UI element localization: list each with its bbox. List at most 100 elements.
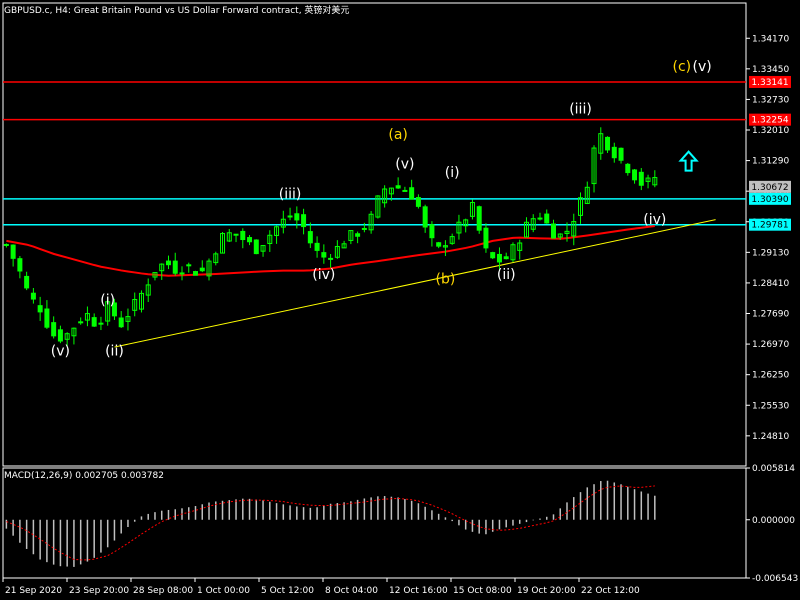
trendline [114, 219, 716, 348]
candle-body [193, 271, 199, 276]
wave-label: (i) [100, 293, 115, 309]
candle-body [24, 275, 30, 289]
candle-body [267, 234, 273, 245]
trendline-segment [114, 219, 716, 348]
level-price-tag: 1.30390 [751, 195, 788, 205]
price-tick-label: 1.32730 [752, 95, 789, 105]
candle-body [618, 147, 624, 161]
candle-body [652, 177, 658, 186]
candle-body [429, 224, 435, 239]
candle-body [233, 233, 239, 236]
candle-body [632, 169, 638, 181]
candle-body [361, 227, 367, 230]
candle-body [625, 163, 631, 174]
candle-body [159, 263, 165, 272]
price-tick-label: 1.25530 [752, 401, 789, 411]
wave-label: (c) [673, 59, 692, 75]
macd-signal-line [6, 485, 655, 561]
candle-body [321, 252, 327, 258]
wave-label: (v) [395, 157, 414, 173]
candle-body [456, 221, 462, 234]
candle-body [483, 227, 489, 249]
candle-body [98, 322, 104, 325]
candle-body [10, 244, 16, 259]
candle-body [111, 302, 117, 317]
moving-average [6, 225, 655, 277]
candle-body [571, 221, 577, 237]
wave-label: (ii) [105, 344, 124, 360]
macd-indicator: 0.005814 0.000000 -0.006543 [5, 464, 798, 584]
candle-body [260, 245, 266, 252]
candle-body [544, 213, 550, 224]
time-tick-label: 5 Oct 12:00 [261, 586, 314, 596]
time-tick-label: 1 Oct 00:00 [197, 586, 250, 596]
time-tick-label: 22 Oct 12:00 [581, 586, 640, 596]
candle-body [530, 218, 536, 230]
candle-body [30, 292, 36, 300]
candle-body [206, 260, 212, 277]
macd-title: MACD(12,26,9) 0.002705 0.003782 [4, 471, 164, 481]
time-tick-label: 12 Oct 16:00 [389, 586, 448, 596]
candle-body [71, 327, 77, 337]
candle-body [51, 322, 57, 337]
ma-line [6, 225, 655, 277]
time-tick-label: 19 Oct 20:00 [517, 586, 576, 596]
candle-body [537, 217, 543, 220]
candle-body [341, 243, 347, 249]
candle-body [287, 215, 293, 218]
level-price-tag-bg [749, 113, 791, 126]
candle-body [220, 233, 226, 254]
candle-body [348, 230, 354, 241]
horizontal-levels [3, 81, 746, 226]
candle-body [442, 245, 448, 248]
candle-body [17, 258, 23, 272]
macd-panel-frame [2, 467, 747, 579]
price-panel-frame [2, 2, 747, 467]
candle-body [523, 221, 529, 238]
candle-body [395, 185, 401, 189]
wave-label: (b) [436, 271, 456, 287]
candle-body [422, 206, 428, 228]
candle-body [490, 252, 496, 259]
macd-tick-label: -0.006543 [752, 574, 798, 584]
candle-body [334, 245, 340, 258]
candle-body [476, 206, 482, 231]
candle-body [247, 237, 253, 243]
candle-body [138, 292, 144, 310]
time-tick-label: 21 Sep 2020 [5, 586, 62, 596]
candle-body [368, 213, 374, 231]
candle-body [598, 133, 604, 154]
price-tick-label: 1.26250 [752, 371, 789, 381]
candle-body [132, 299, 138, 311]
candle-body [409, 187, 415, 200]
candle-body [517, 242, 523, 251]
candle-body [253, 239, 259, 255]
price-tags: 1.33141 1.32254 1.30390 1.29781 1.30672 [749, 75, 791, 231]
wave-label: (ii) [497, 267, 516, 283]
candle-body [382, 188, 388, 204]
price-tick-label: 1.28410 [752, 279, 789, 289]
wave-label: (v) [51, 344, 70, 360]
candle-body [179, 272, 185, 275]
level-price-tag-bg [749, 75, 791, 88]
candle-body [328, 257, 334, 260]
candle-body [64, 333, 70, 340]
candle-body [645, 177, 651, 182]
candle-body [57, 329, 63, 342]
candle-body [496, 253, 502, 263]
candle-body [578, 197, 584, 216]
macd-tick-label: 0.000000 [752, 516, 795, 526]
candle-body [503, 256, 509, 260]
candle-body [314, 242, 320, 251]
candle-body [226, 232, 232, 242]
candle-body [165, 260, 171, 266]
candle-body [199, 267, 205, 272]
wave-label: (iii) [279, 186, 302, 202]
current-price-tag-bg [749, 180, 791, 193]
candle-body [118, 317, 124, 328]
time-tick-label: 28 Sep 08:00 [133, 586, 193, 596]
price-tick-label: 1.34170 [752, 34, 789, 44]
wave-label: (iii) [569, 101, 592, 117]
candle-body [105, 301, 111, 322]
